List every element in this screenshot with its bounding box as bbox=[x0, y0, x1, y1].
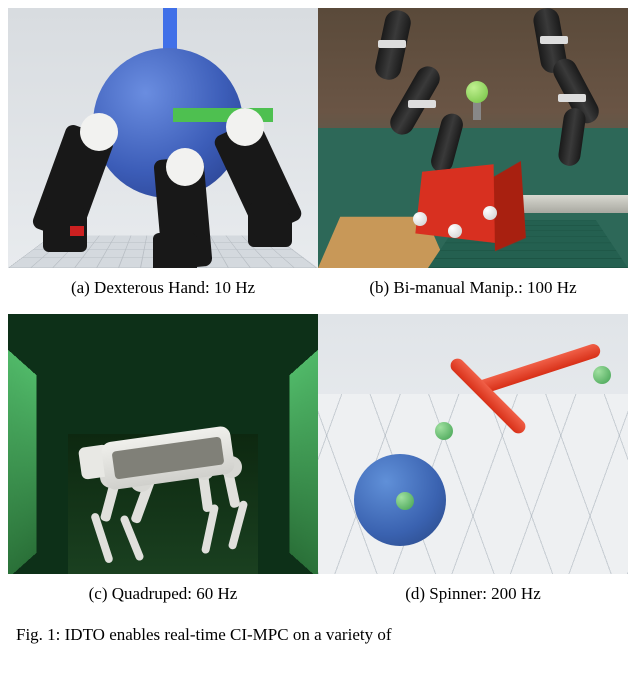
figure-grid: (a) Dexterous Hand: 10 Hz bbox=[8, 8, 628, 646]
panel-c: (c) Quadruped: 60 Hz bbox=[8, 314, 318, 620]
terrain-wall-left bbox=[8, 314, 36, 574]
joint-ring-icon bbox=[408, 100, 436, 108]
bimanual-scene bbox=[318, 8, 628, 268]
panel-b-caption: (b) Bi-manual Manip.: 100 Hz bbox=[318, 268, 628, 314]
panel-c-image bbox=[8, 314, 318, 574]
joint-ring-icon bbox=[558, 94, 586, 102]
target-stem bbox=[473, 100, 481, 120]
terrain-wall-right bbox=[290, 314, 318, 574]
panel-a-caption: (a) Dexterous Hand: 10 Hz bbox=[8, 268, 318, 314]
dexterous-hand-scene bbox=[8, 8, 318, 268]
figure-caption: Fig. 1: IDTO enables real-time CI-MPC on… bbox=[8, 620, 628, 646]
marker-ball-icon bbox=[483, 206, 497, 220]
joint-ring-icon bbox=[378, 40, 406, 48]
spinner-scene bbox=[318, 314, 628, 574]
joint-ring-icon bbox=[540, 36, 568, 44]
panel-c-caption: (c) Quadruped: 60 Hz bbox=[8, 574, 318, 620]
led-icon bbox=[70, 226, 84, 236]
target-bulb-icon bbox=[466, 81, 488, 103]
panel-b-image bbox=[318, 8, 628, 268]
fingertip-3 bbox=[226, 108, 264, 146]
quadruped-scene bbox=[8, 314, 318, 574]
marker-ball-icon bbox=[448, 224, 462, 238]
arm-link-1 bbox=[474, 342, 602, 395]
fingertip-2 bbox=[166, 148, 204, 186]
end-joint-icon bbox=[593, 366, 611, 384]
marker-ball-icon bbox=[413, 212, 427, 226]
knuckle-2 bbox=[153, 233, 197, 268]
panel-a-image bbox=[8, 8, 318, 268]
panel-d-caption: (d) Spinner: 200 Hz bbox=[318, 574, 628, 620]
panel-d: (d) Spinner: 200 Hz bbox=[318, 314, 628, 620]
ball-marker-icon bbox=[396, 492, 414, 510]
panel-a: (a) Dexterous Hand: 10 Hz bbox=[8, 8, 318, 314]
knuckle-3 bbox=[248, 203, 292, 247]
fingertip-1 bbox=[80, 113, 118, 151]
tip-joint-icon bbox=[435, 422, 453, 440]
panel-b: (b) Bi-manual Manip.: 100 Hz bbox=[318, 8, 628, 314]
panel-d-image bbox=[318, 314, 628, 574]
